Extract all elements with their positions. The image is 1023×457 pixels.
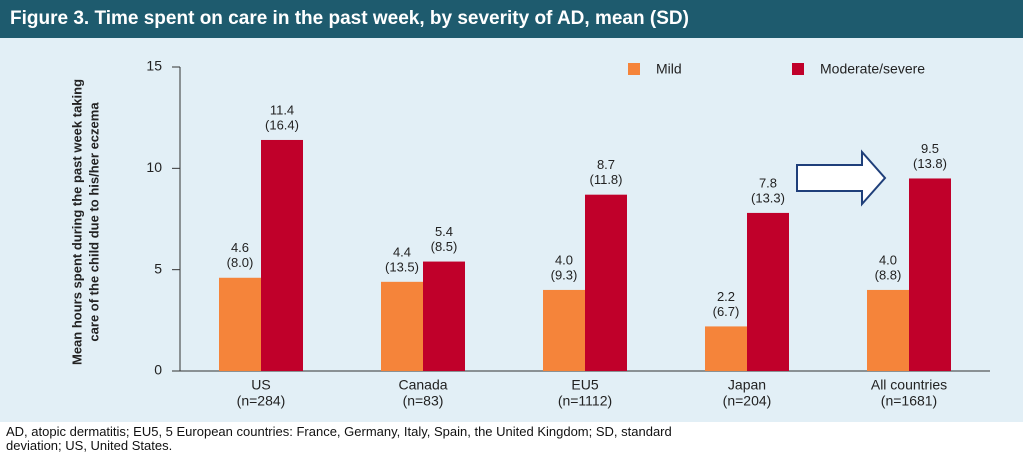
x-tick-label: Canada: [398, 377, 447, 393]
bar: [747, 212, 789, 371]
y-axis-title: Mean hours spent during the past week ta…: [69, 79, 101, 365]
y-tick-label: 0: [154, 362, 162, 378]
sd-label: (8.5): [431, 239, 458, 254]
bar: [219, 277, 261, 371]
value-label: 11.4: [270, 102, 294, 117]
legend-swatch: [628, 63, 640, 75]
x-tick-sublabel: (n=1112): [558, 393, 612, 409]
title-bar: [0, 0, 1023, 38]
bar: [705, 326, 747, 371]
value-label: 9.5: [921, 141, 939, 156]
value-label: 8.7: [597, 157, 615, 172]
x-tick-label: EU5: [571, 377, 598, 393]
x-tick-sublabel: (n=83): [403, 393, 444, 409]
sd-label: (9.3): [551, 267, 578, 282]
value-label: 4.0: [555, 252, 573, 267]
x-tick-label: Japan: [728, 377, 766, 393]
legend-label: Mild: [656, 61, 682, 77]
sd-label: (13.8): [913, 156, 947, 171]
legend-swatch: [792, 63, 804, 75]
footnote-line: AD, atopic dermatitis; EU5, 5 European c…: [6, 424, 672, 439]
x-tick-sublabel: (n=204): [723, 393, 772, 409]
value-label: 7.8: [759, 175, 777, 190]
arrow: [796, 149, 887, 207]
chart: Figure 3. Time spent on care in the past…: [0, 0, 1023, 422]
bar: [381, 281, 423, 371]
value-label: 4.6: [231, 240, 249, 255]
y-tick-label: 15: [146, 58, 162, 74]
plot-background: [0, 38, 1023, 422]
x-tick-sublabel: (n=284): [237, 393, 286, 409]
value-label: 4.0: [879, 252, 897, 267]
value-label: 2.2: [717, 289, 735, 304]
legend-label: Moderate/severe: [820, 61, 925, 77]
footnote-line: deviation; US, United States.: [6, 438, 173, 453]
bar: [585, 194, 627, 371]
bar: [909, 178, 951, 371]
sd-label: (16.4): [265, 117, 299, 132]
sd-label: (13.5): [385, 259, 419, 274]
chart-title: Figure 3. Time spent on care in the past…: [10, 8, 689, 29]
x-tick-label: US: [251, 377, 270, 393]
sd-label: (11.8): [590, 172, 623, 187]
value-label: 5.4: [435, 224, 453, 239]
y-tick-label: 5: [154, 260, 162, 276]
x-tick-label: All countries: [871, 377, 947, 393]
sd-label: (13.3): [751, 190, 785, 205]
value-label: 4.4: [393, 244, 411, 259]
x-tick-sublabel: (n=1681): [881, 393, 937, 409]
footnote: AD, atopic dermatitis; EU5, 5 European c…: [6, 425, 672, 453]
y-axis-title-line: Mean hours spent during the past week ta…: [69, 79, 84, 365]
bar: [543, 289, 585, 371]
y-axis-title-line: care of the child due to his/her eczema: [86, 102, 101, 342]
sd-label: (6.7): [713, 304, 740, 319]
sd-label: (8.8): [875, 267, 902, 282]
bar: [423, 261, 465, 371]
bar: [867, 289, 909, 371]
y-tick-label: 10: [146, 159, 162, 175]
sd-label: (8.0): [227, 255, 254, 270]
bar: [261, 139, 303, 371]
